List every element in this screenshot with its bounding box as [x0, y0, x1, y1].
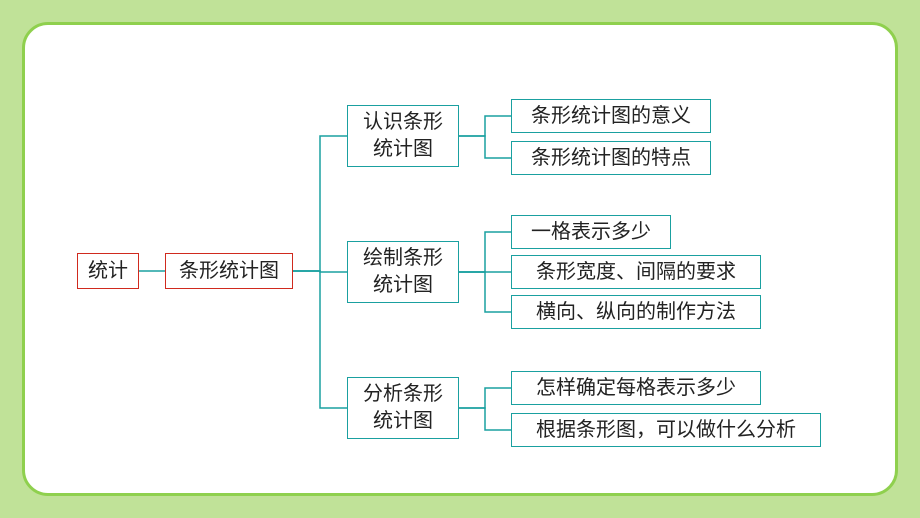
- edge-l1-b2: [293, 271, 347, 272]
- node-c21: 一格表示多少: [511, 215, 671, 249]
- node-c11: 条形统计图的意义: [511, 99, 711, 133]
- node-c12: 条形统计图的特点: [511, 141, 711, 175]
- node-c22: 条形宽度、间隔的要求: [511, 255, 761, 289]
- edge-b1-c11: [459, 116, 511, 136]
- node-b3: 分析条形统计图: [347, 377, 459, 439]
- node-root: 统计: [77, 253, 139, 289]
- edge-b2-c21: [459, 232, 511, 272]
- node-b2: 绘制条形统计图: [347, 241, 459, 303]
- edge-b3-c31: [459, 388, 511, 408]
- node-c23: 横向、纵向的制作方法: [511, 295, 761, 329]
- node-l1: 条形统计图: [165, 253, 293, 289]
- node-c31: 怎样确定每格表示多少: [511, 371, 761, 405]
- edge-l1-b1: [293, 136, 347, 271]
- edge-b3-c32: [459, 408, 511, 430]
- edge-l1-b3: [293, 271, 347, 408]
- edge-b1-c12: [459, 136, 511, 158]
- node-c32: 根据条形图，可以做什么分析: [511, 413, 821, 447]
- node-b1: 认识条形统计图: [347, 105, 459, 167]
- edge-b2-c23: [459, 272, 511, 312]
- diagram-card: 统计条形统计图 认识条形统计图绘制条形统计图分析条形统计图 条形统计图的意义条形统计…: [22, 22, 898, 496]
